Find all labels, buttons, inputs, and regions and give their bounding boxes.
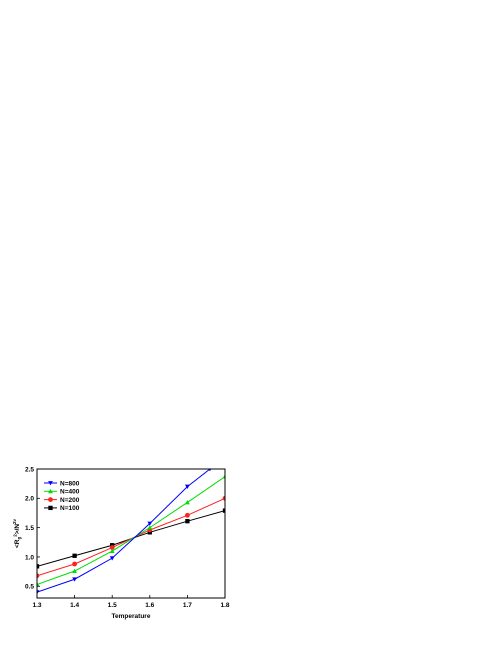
data-point-N=100 [222,508,225,513]
legend-marker [48,497,53,502]
data-point-N=100 [185,519,190,524]
data-point-N=800 [208,469,212,472]
data-point-N=800 [109,556,115,561]
data-point-N=200 [37,573,40,579]
x-tick-label: 1.4 [70,602,79,609]
data-point-N=200 [109,545,115,550]
plot-frame [36,468,226,599]
y-tick-label: 0.5 [25,584,34,591]
data-point-N=800 [72,577,77,582]
series-line-N=400 [37,476,225,585]
series-line-N=800 [37,469,211,593]
y-axis-label-main: <R [14,539,21,548]
data-point-N=200 [72,561,77,567]
data-point-N=100 [37,564,40,569]
y-axis-label-sub: g [17,537,22,540]
legend-marker [48,488,53,494]
data-point-N=400 [222,474,225,479]
x-tick-label: 1.7 [183,602,192,609]
x-axis-label: Temperature [112,613,151,620]
x-tick-label: 1.6 [145,602,154,609]
legend-label: N=400 [60,489,80,496]
data-point-N=800 [185,484,190,489]
x-tick-label: 1.3 [32,602,41,609]
data-point-N=800 [37,590,40,595]
y-tick-label: 1.0 [25,554,34,561]
y-axis-label-tail: >/N [14,524,21,535]
data-point-N=200 [222,495,225,501]
data-point-N=400 [109,548,115,554]
data-point-N=100 [72,553,77,558]
y-tick-label: 2.5 [25,466,34,473]
data-point-N=800 [147,521,153,526]
legend-label: N=100 [60,505,80,512]
x-tick-label: 1.8 [220,602,229,609]
x-tick-label: 1.5 [108,602,117,609]
data-point-N=400 [147,525,153,530]
y-tick-label: 1.5 [25,525,34,532]
data-point-N=200 [185,512,190,518]
data-point-N=400 [185,500,190,505]
data-point-N=400 [37,582,40,587]
data-point-N=400 [72,568,77,573]
legend-marker [48,481,53,486]
y-axis-label-sup2: 2ν [12,518,17,524]
series-group [37,469,225,595]
plot-area [37,469,225,595]
y-axis-label-sup1: 2 [13,534,18,537]
legend-label: N=800 [60,480,80,487]
y-tick-label: 2.0 [25,496,34,503]
legend-marker [48,505,53,511]
legend-label: N=200 [60,497,80,504]
y-axis-label: <Rg2>/N2ν [12,518,22,548]
axis-ticks: 1.3 1.4 1.5 1.6 1.7 1.8 0.5 1.0 1.5 2.0 2.5 [25,466,230,609]
